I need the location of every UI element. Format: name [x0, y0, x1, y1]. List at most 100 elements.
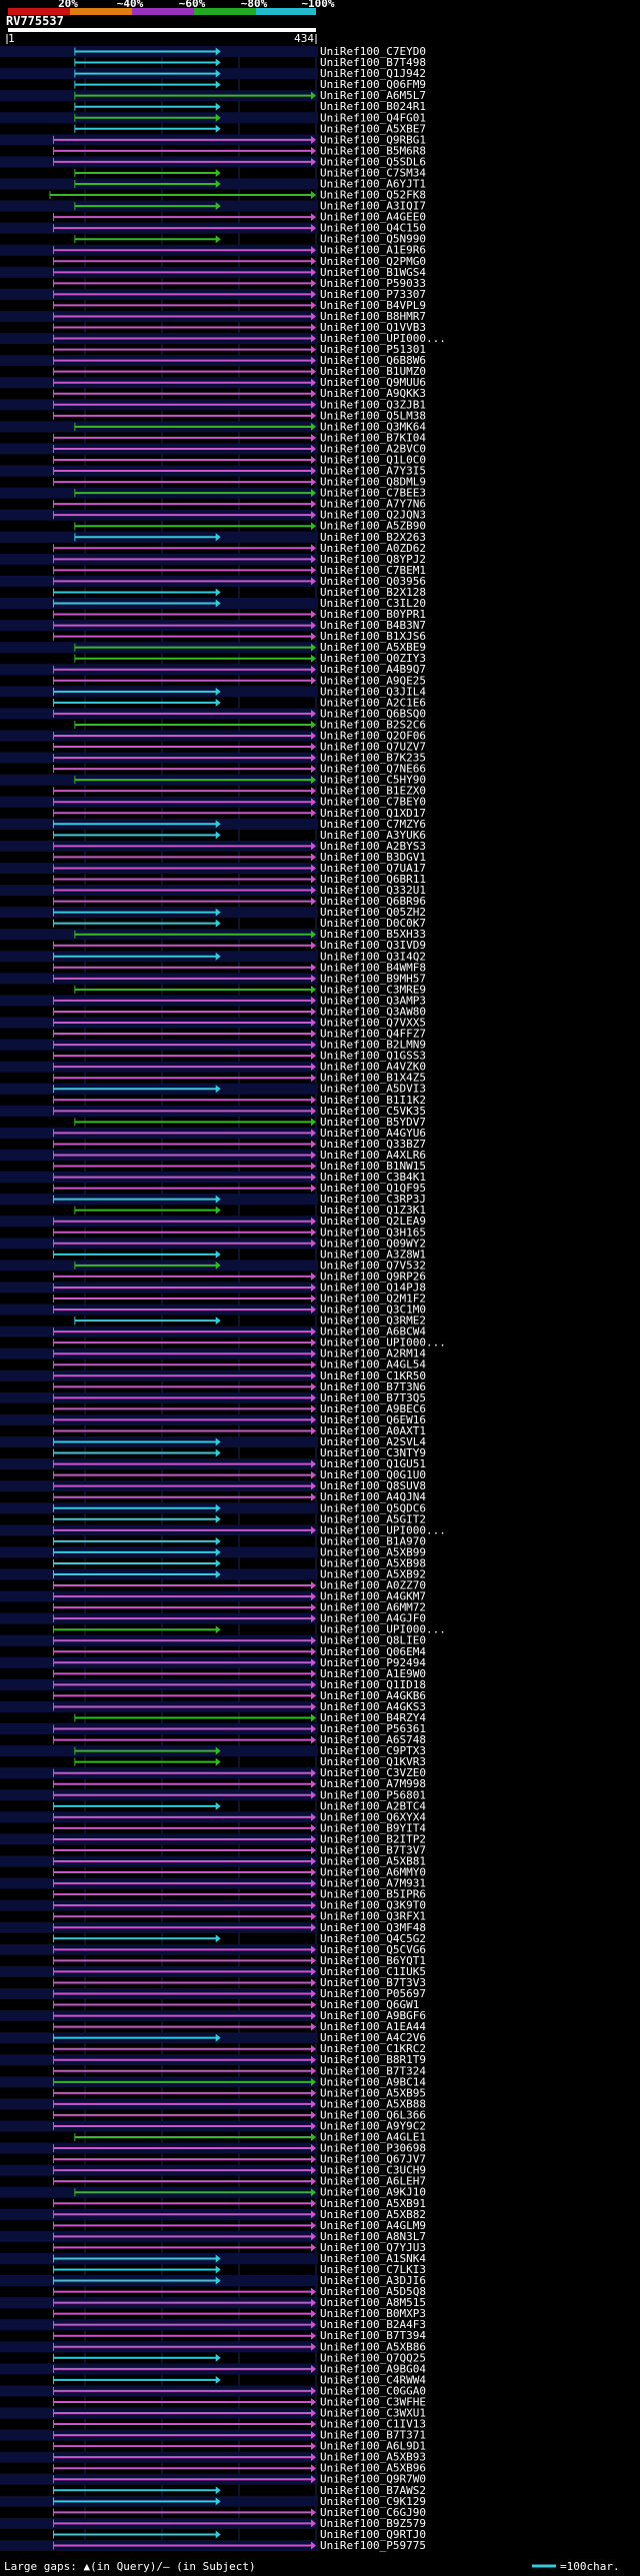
- hit-row[interactable]: UniRef100_A4GKS3: [0, 1700, 426, 1713]
- hit-name-label[interactable]: UniRef100_B5YDV7: [320, 1116, 426, 1129]
- hit-name-label[interactable]: UniRef100_A9QKK3: [320, 387, 426, 400]
- hit-name-label[interactable]: UniRef100_P59033: [320, 277, 426, 290]
- hit-row[interactable]: UniRef100_B7T324: [53, 2064, 427, 2077]
- hit-name-label[interactable]: UniRef100_P30698: [320, 2142, 426, 2155]
- hit-name-label[interactable]: UniRef100_A5XB88: [320, 2097, 426, 2110]
- hit-row[interactable]: UniRef100_C7SM34: [74, 166, 426, 179]
- hit-name-label[interactable]: UniRef100_A2C1E6: [320, 696, 426, 709]
- hit-name-label[interactable]: UniRef100_C5HY90: [320, 774, 426, 787]
- hit-row[interactable]: UniRef100_C7LKI3: [53, 2263, 426, 2276]
- hit-name-label[interactable]: UniRef100_A6BCW4: [320, 1325, 426, 1338]
- hit-name-label[interactable]: UniRef100_Q7UA17: [320, 862, 426, 875]
- hit-name-label[interactable]: UniRef100_Q5CVG6: [320, 1943, 426, 1956]
- hit-name-label[interactable]: UniRef100_C7MZY6: [320, 818, 426, 831]
- hit-row[interactable]: UniRef100_C5HY90: [0, 774, 426, 787]
- hit-name-label[interactable]: UniRef100_A7M931: [320, 1877, 426, 1890]
- hit-row[interactable]: UniRef100_Q6L366: [53, 2108, 426, 2121]
- hit-row[interactable]: UniRef100_A5XB82: [0, 2208, 426, 2221]
- hit-row[interactable]: UniRef100_A4XLR6: [0, 1149, 426, 1162]
- hit-name-label[interactable]: UniRef100_Q4C5G2: [320, 1932, 426, 1945]
- hit-row[interactable]: UniRef100_Q3JIL4: [0, 685, 426, 698]
- hit-row[interactable]: UniRef100_A7M931: [0, 1877, 426, 1890]
- hit-row[interactable]: UniRef100_B1WGS4: [0, 266, 426, 279]
- hit-name-label[interactable]: UniRef100_B2A4F3: [320, 2318, 426, 2331]
- hit-row[interactable]: UniRef100_A2C1E6: [53, 696, 426, 709]
- hit-row[interactable]: UniRef100_A2BTC4: [53, 1799, 427, 1812]
- hit-name-label[interactable]: UniRef100_P92494: [320, 1656, 426, 1669]
- hit-name-label[interactable]: UniRef100_A8N3L7: [320, 2230, 426, 2243]
- hit-row[interactable]: UniRef100_A5XB91: [53, 2197, 426, 2210]
- hit-name-label[interactable]: UniRef100_B7T3N6: [320, 1380, 426, 1393]
- hit-name-label[interactable]: UniRef100_UPI000...: [320, 1623, 446, 1636]
- hit-row[interactable]: UniRef100_Q0ZIY3: [74, 652, 426, 665]
- hit-row[interactable]: UniRef100_P30698: [0, 2142, 426, 2155]
- hit-name-label[interactable]: UniRef100_A4VZK0: [320, 1061, 426, 1074]
- hit-name-label[interactable]: UniRef100_P73307: [320, 288, 426, 301]
- hit-row[interactable]: UniRef100_A5DVI3: [0, 1083, 426, 1096]
- hit-name-label[interactable]: UniRef100_A6M5L7: [320, 89, 426, 102]
- hit-row[interactable]: UniRef100_A2SVL4: [0, 1435, 426, 1448]
- hit-row[interactable]: UniRef100_Q33BZ7: [53, 1138, 426, 1151]
- hit-row[interactable]: UniRef100_Q7QQ25: [53, 2351, 426, 2364]
- hit-name-label[interactable]: UniRef100_C7BEM1: [320, 564, 426, 577]
- hit-row[interactable]: UniRef100_C7BEM1: [53, 564, 426, 577]
- hit-row[interactable]: UniRef100_Q1J942: [0, 67, 426, 80]
- hit-row[interactable]: UniRef100_Q3MF48: [0, 1921, 426, 1934]
- hit-name-label[interactable]: UniRef100_C3RP3J: [320, 1193, 426, 1206]
- hit-row[interactable]: UniRef100_A5XB99: [0, 1545, 426, 1558]
- hit-row[interactable]: UniRef100_A9BG04: [0, 2362, 426, 2375]
- hit-row[interactable]: UniRef100_A5XB88: [0, 2097, 426, 2110]
- hit-name-label[interactable]: UniRef100_Q1ID18: [320, 1678, 426, 1691]
- hit-name-label[interactable]: UniRef100_Q33BZ7: [320, 1138, 426, 1151]
- hit-name-label[interactable]: UniRef100_A9BC14: [320, 2075, 426, 2088]
- hit-row[interactable]: UniRef100_Q6BSQ0: [0, 707, 426, 720]
- hit-row[interactable]: UniRef100_C5VK35: [0, 1105, 426, 1118]
- hit-name-label[interactable]: UniRef100_B7K235: [320, 752, 426, 765]
- hit-row[interactable]: UniRef100_A9KJ10: [0, 2186, 426, 2199]
- hit-name-label[interactable]: UniRef100_Q06FM9: [320, 78, 426, 91]
- hit-name-label[interactable]: UniRef100_Q2PMG0: [320, 255, 426, 268]
- hit-row[interactable]: UniRef100_Q6GW1: [53, 1998, 420, 2011]
- hit-name-label[interactable]: UniRef100_B8R1T9: [320, 2053, 426, 2066]
- hit-name-label[interactable]: UniRef100_B1X4Z5: [320, 1072, 426, 1085]
- hit-row[interactable]: UniRef100_UPI000...: [53, 1623, 446, 1636]
- hit-name-label[interactable]: UniRef100_A7M998: [320, 1777, 426, 1790]
- hit-row[interactable]: UniRef100_B1UMZ0: [53, 365, 426, 378]
- hit-name-label[interactable]: UniRef100_B7T371: [320, 2429, 426, 2442]
- hit-name-label[interactable]: UniRef100_A6LEH7: [320, 2175, 426, 2188]
- hit-row[interactable]: UniRef100_A5GIT2: [53, 1512, 426, 1525]
- hit-row[interactable]: UniRef100_Q52FK8: [49, 189, 426, 202]
- hit-row[interactable]: UniRef100_C0GGA0: [0, 2384, 426, 2397]
- hit-name-label[interactable]: UniRef100_Q7UZV7: [320, 741, 426, 754]
- hit-name-label[interactable]: UniRef100_B9MH57: [320, 972, 426, 985]
- hit-name-label[interactable]: UniRef100_Q9RP26: [320, 1270, 426, 1283]
- hit-name-label[interactable]: UniRef100_P56801: [320, 1788, 426, 1801]
- hit-name-label[interactable]: UniRef100_A4GKB6: [320, 1689, 426, 1702]
- hit-row[interactable]: UniRef100_Q3H165: [53, 1226, 426, 1239]
- hit-row[interactable]: UniRef100_Q06EM4: [53, 1645, 427, 1658]
- hit-row[interactable]: UniRef100_Q4C150: [0, 222, 426, 235]
- hit-row[interactable]: UniRef100_B7AWS2: [53, 2484, 426, 2497]
- hit-row[interactable]: UniRef100_A4QJN4: [53, 1490, 427, 1503]
- hit-row[interactable]: UniRef100_B9MH57: [0, 972, 426, 985]
- hit-name-label[interactable]: UniRef100_A3DJI6: [320, 2274, 426, 2287]
- hit-row[interactable]: UniRef100_Q7UA17: [0, 862, 426, 875]
- hit-name-label[interactable]: UniRef100_Q7NE66: [320, 763, 426, 776]
- hit-row[interactable]: UniRef100_B9YIT4: [53, 1821, 427, 1834]
- hit-row[interactable]: UniRef100_B7K235: [0, 752, 426, 765]
- hit-name-label[interactable]: UniRef100_B2ITP2: [320, 1832, 426, 1845]
- hit-row[interactable]: UniRef100_Q8SUV8: [0, 1479, 426, 1492]
- hit-name-label[interactable]: UniRef100_B1UMZ0: [320, 365, 426, 378]
- hit-row[interactable]: UniRef100_P59033: [53, 277, 426, 290]
- hit-name-label[interactable]: UniRef100_B2LMN9: [320, 1039, 426, 1052]
- hit-name-label[interactable]: UniRef100_A1SNK4: [320, 2252, 426, 2265]
- hit-name-label[interactable]: UniRef100_A5XB93: [320, 2451, 426, 2464]
- hit-name-label[interactable]: UniRef100_Q3AW80: [320, 1005, 426, 1018]
- hit-name-label[interactable]: UniRef100_B1XJS6: [320, 630, 426, 643]
- hit-row[interactable]: UniRef100_A4GLM9: [53, 2219, 426, 2232]
- hit-name-label[interactable]: UniRef100_Q7V532: [320, 1259, 426, 1272]
- hit-name-label[interactable]: UniRef100_Q14PJ8: [320, 1281, 426, 1293]
- hit-name-label[interactable]: UniRef100_A8M515: [320, 2296, 426, 2309]
- hit-row[interactable]: UniRef100_Q4FG01: [0, 111, 426, 124]
- hit-name-label[interactable]: UniRef100_C3VZE0: [320, 1766, 426, 1779]
